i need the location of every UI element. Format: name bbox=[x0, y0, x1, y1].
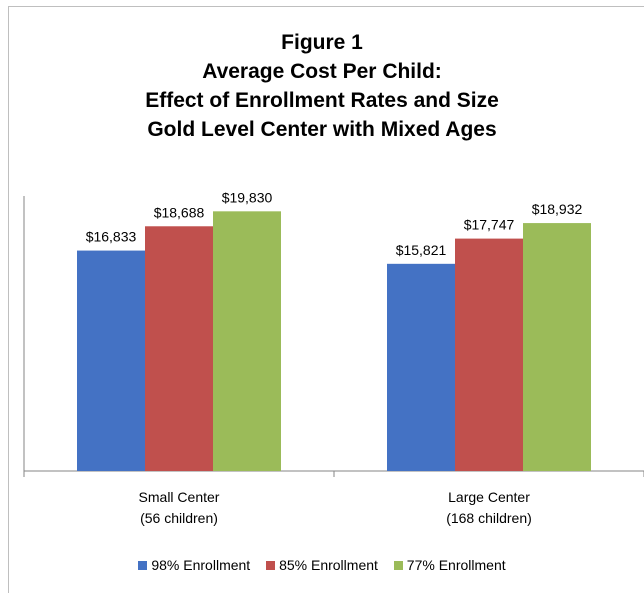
data-label: $18,932 bbox=[532, 201, 583, 217]
bar-small-series-2 bbox=[213, 211, 281, 472]
data-label: $18,688 bbox=[154, 204, 205, 220]
data-label: $19,830 bbox=[222, 189, 273, 205]
legend-swatch-85 bbox=[266, 561, 276, 570]
x-tick-label: (168 children) bbox=[446, 510, 532, 526]
bar-large-series-1 bbox=[455, 238, 523, 471]
bar-small-series-1 bbox=[145, 226, 213, 471]
title-line-3: Effect of Enrollment Rates and Size bbox=[145, 89, 499, 112]
x-tick-label: Large Center bbox=[448, 489, 530, 505]
legend-item-85: 85% Enrollment bbox=[266, 557, 378, 573]
chart-title: Figure 1 Average Cost Per Child: Effect … bbox=[0, 28, 644, 144]
legend-swatch-77 bbox=[393, 561, 403, 570]
bar-large-series-2 bbox=[523, 223, 591, 471]
legend-label-98: 98% Enrollment bbox=[151, 557, 251, 573]
x-tick-labels: Small Center (56 children) Large Center (16… bbox=[139, 489, 532, 526]
chart-frame bbox=[8, 6, 644, 593]
title-line-4: Gold Level Center with Mixed Ages bbox=[147, 118, 497, 141]
bars bbox=[77, 211, 591, 472]
legend-swatch-98 bbox=[138, 561, 148, 570]
legend-item-77: 77% Enrollment bbox=[393, 557, 506, 573]
data-label: $17,747 bbox=[464, 217, 515, 233]
data-labels: $16,833 $18,688 $19,830 $15,821 $17,747 $18,9… bbox=[86, 189, 583, 257]
legend: 98% Enrollment 85% Enrollment 77% Enroll… bbox=[0, 557, 644, 573]
data-label: $16,833 bbox=[86, 229, 137, 245]
legend-item-98: 98% Enrollment bbox=[138, 557, 250, 573]
title-line-2: Average Cost Per Child: bbox=[202, 60, 442, 83]
legend-label-85: 85% Enrollment bbox=[279, 557, 378, 573]
legend-label-77: 77% Enrollment bbox=[406, 557, 506, 573]
title-line-1: Figure 1 bbox=[281, 31, 363, 54]
data-label: $15,821 bbox=[396, 242, 447, 258]
x-tick-label: (56 children) bbox=[140, 510, 218, 526]
bar-small-series-0 bbox=[77, 250, 145, 471]
x-tick-label: Small Center bbox=[139, 489, 220, 505]
bar-large-series-0 bbox=[387, 263, 455, 471]
